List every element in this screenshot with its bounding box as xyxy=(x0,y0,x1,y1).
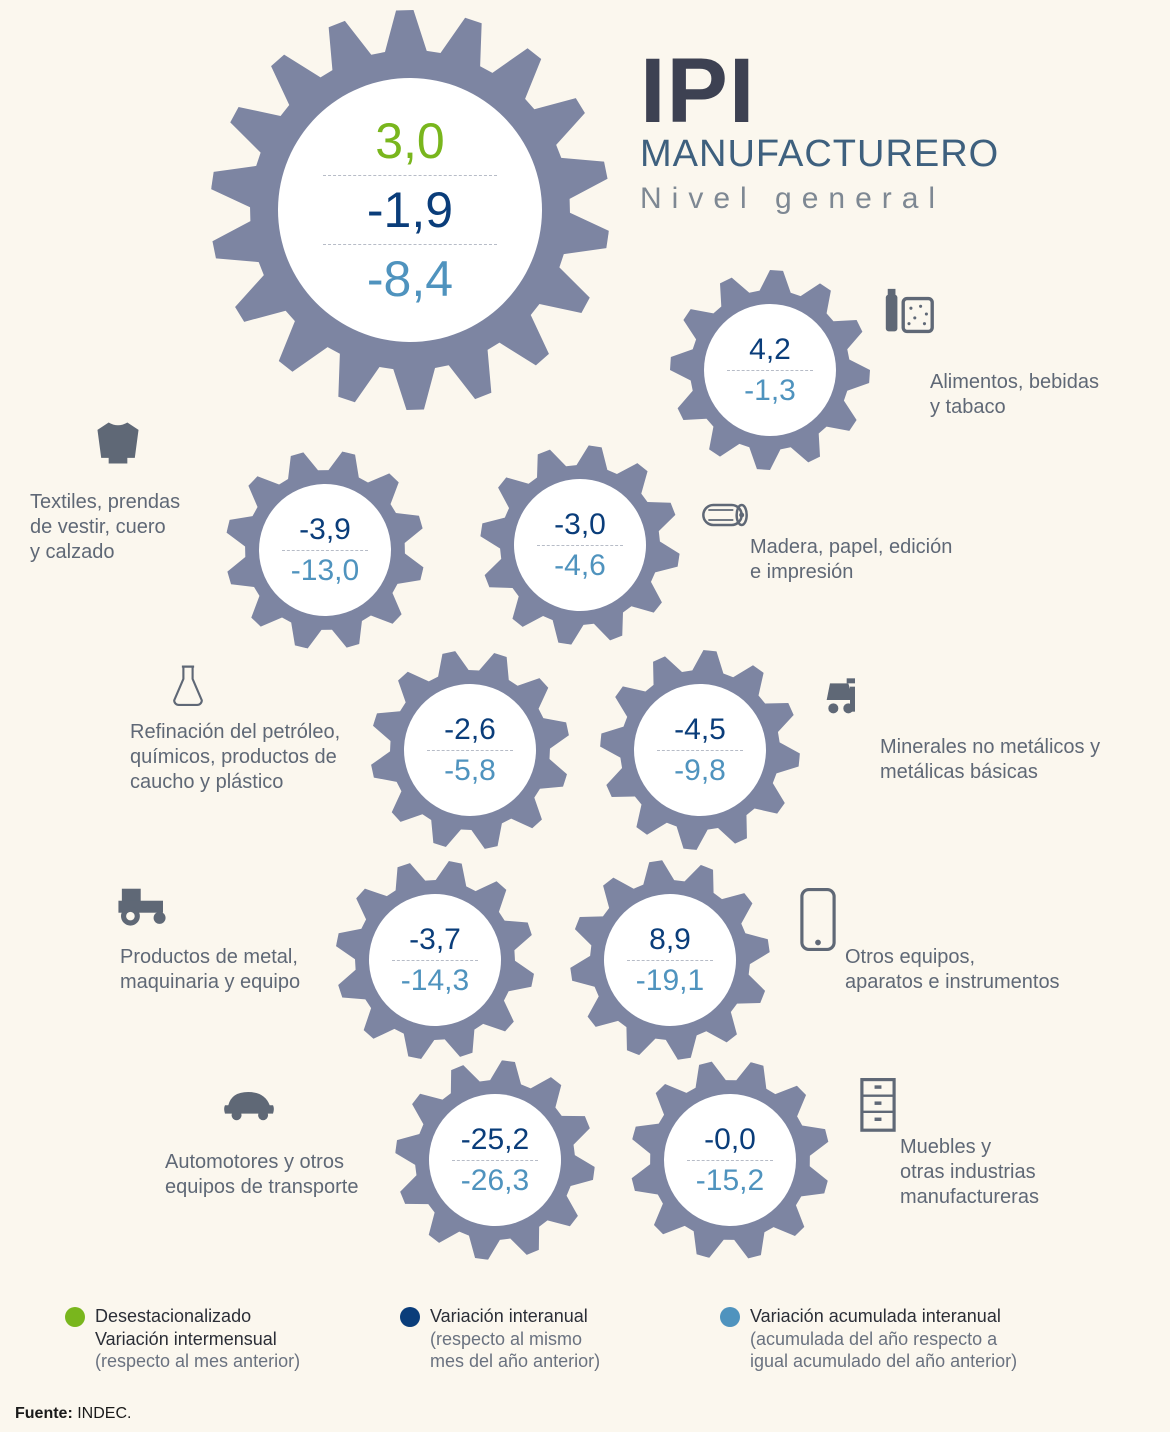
sector-label-line: manufactureras xyxy=(900,1186,1039,1208)
sector-value: -15,2 xyxy=(696,1163,764,1199)
mixer-icon xyxy=(820,670,870,720)
sector-label-otros-equipos: Otros equipos, aparatos e instrumentos xyxy=(845,945,1060,995)
sector-label-line: equipos de transporte xyxy=(165,1176,358,1198)
legend-item: Desestacionalizado Variación intermensua… xyxy=(65,1305,300,1373)
sector-value: -4,6 xyxy=(554,548,606,584)
main-gear: 3,0 -1,9 -8,4 xyxy=(210,10,610,410)
sector-gear-muebles: -0,0 -15,2 xyxy=(630,1060,830,1260)
sector-label-muebles: Muebles y otras industrias manufactureras xyxy=(900,1135,1039,1210)
sector-value: -1,3 xyxy=(744,373,796,409)
legend-dot xyxy=(65,1307,85,1327)
sector-value: -13,0 xyxy=(291,553,359,589)
sector-gear-alimentos: 4,2 -1,3 xyxy=(670,270,870,470)
sector-label-line: Automotores y otros xyxy=(165,1151,344,1173)
sector-value: -26,3 xyxy=(461,1163,529,1199)
sector-label-line: otras industrias xyxy=(900,1161,1036,1183)
sector-label-line: Alimentos, bebidas xyxy=(930,371,1099,393)
title-block: IPI MANUFACTURERO Nivel general xyxy=(640,50,999,216)
sector-gear-metal: -3,7 -14,3 xyxy=(335,860,535,1060)
log-icon xyxy=(700,490,750,540)
sector-value: 8,9 xyxy=(649,922,691,958)
sector-label-line: Productos de metal, xyxy=(120,946,298,968)
title-main: IPI xyxy=(640,50,999,133)
sector-value: -0,0 xyxy=(704,1122,756,1158)
sector-label-line: y calzado xyxy=(30,541,115,563)
main-gear-value: -1,9 xyxy=(367,180,453,240)
sector-label-line: y tabaco xyxy=(930,396,1006,418)
legend-text: Variación interanual (respecto al mismo … xyxy=(430,1305,600,1373)
sector-value: -14,3 xyxy=(401,963,469,999)
sector-label-madera: Madera, papel, edición e impresión xyxy=(750,535,952,585)
main-gear-value: 3,0 xyxy=(375,111,445,171)
flask-icon xyxy=(165,662,211,708)
sweater-icon xyxy=(90,415,146,471)
sector-label-textiles: Textiles, prendas de vestir, cuero y calza… xyxy=(30,490,180,565)
title-level: Nivel general xyxy=(640,182,999,216)
sector-label-metal: Productos de metal, maquinaria y equipo xyxy=(120,945,300,995)
sector-label-line: químicos, productos de xyxy=(130,746,337,768)
food-bottle-icon xyxy=(880,285,938,343)
sector-value: -3,9 xyxy=(299,512,351,548)
sector-label-minerales: Minerales no metálicos y metálicas básica… xyxy=(880,735,1100,785)
sector-label-line: Otros equipos, xyxy=(845,946,975,968)
legend-item: Variación interanual (respecto al mismo … xyxy=(400,1305,600,1373)
tractor-icon xyxy=(115,875,175,935)
sector-label-automotores: Automotores y otros equipos de transporte xyxy=(165,1150,358,1200)
cabinet-icon xyxy=(855,1075,901,1135)
main-gear-value: -8,4 xyxy=(367,249,453,309)
sector-label-line: aparatos e instrumentos xyxy=(845,971,1060,993)
sector-label-line: metálicas básicas xyxy=(880,761,1038,783)
sector-gear-minerales: -4,5 -9,8 xyxy=(600,650,800,850)
sector-gear-petroleo: -2,6 -5,8 xyxy=(370,650,570,850)
sector-label-line: maquinaria y equipo xyxy=(120,971,300,993)
sector-value: -25,2 xyxy=(461,1122,529,1158)
sector-value: -5,8 xyxy=(444,753,496,789)
sector-label-line: de vestir, cuero xyxy=(30,516,166,538)
sector-value: -4,5 xyxy=(674,712,726,748)
sector-gear-madera: -3,0 -4,6 xyxy=(480,445,680,645)
legend-text: Desestacionalizado Variación intermensua… xyxy=(95,1305,300,1373)
sector-value: -19,1 xyxy=(636,963,704,999)
legend-item: Variación acumulada interanual (acumulad… xyxy=(720,1305,1017,1373)
sector-label-line: caucho y plástico xyxy=(130,771,283,793)
sector-label-line: e impresión xyxy=(750,561,853,583)
phone-icon xyxy=(795,885,841,954)
sector-value: -2,6 xyxy=(444,712,496,748)
sector-label-alimentos: Alimentos, bebidas y tabaco xyxy=(930,370,1099,420)
sector-label-line: Madera, papel, edición xyxy=(750,536,952,558)
sector-value: -3,0 xyxy=(554,507,606,543)
car-icon xyxy=(220,1085,278,1126)
sector-label-line: Textiles, prendas xyxy=(30,491,180,513)
sector-label-line: Refinación del petróleo, xyxy=(130,721,340,743)
sector-gear-otros-equipos: 8,9 -19,1 xyxy=(570,860,770,1060)
sector-label-line: Minerales no metálicos y xyxy=(880,736,1100,758)
sector-label-line: Muebles y xyxy=(900,1136,991,1158)
sector-value: 4,2 xyxy=(749,332,791,368)
legend-dot xyxy=(720,1307,740,1327)
sector-gear-automotores: -25,2 -26,3 xyxy=(395,1060,595,1260)
sector-value: -3,7 xyxy=(409,922,461,958)
legend-dot xyxy=(400,1307,420,1327)
sector-value: -9,8 xyxy=(674,753,726,789)
source-line: Fuente: INDEC. xyxy=(15,1405,131,1423)
sector-label-petroleo: Refinación del petróleo, químicos, produc… xyxy=(130,720,340,795)
title-sub: MANUFACTURERO xyxy=(640,133,999,176)
sector-gear-textiles: -3,9 -13,0 xyxy=(225,450,425,650)
legend-text: Variación acumulada interanual (acumulad… xyxy=(750,1305,1017,1373)
